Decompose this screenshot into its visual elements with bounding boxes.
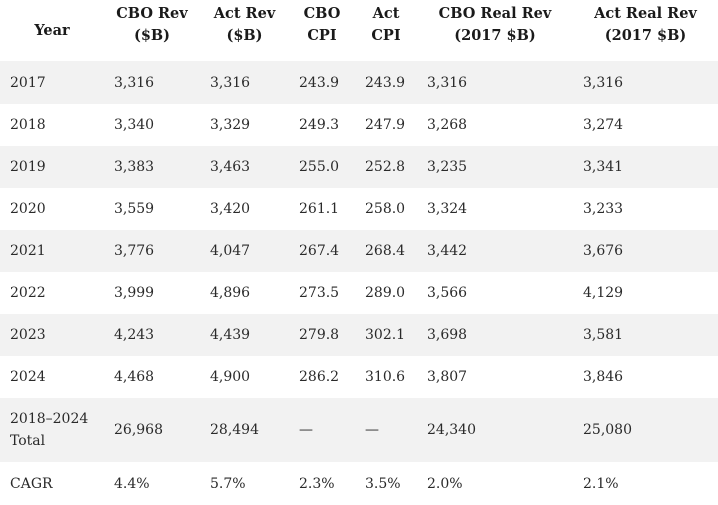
cell-act-cpi: 243.9 — [355, 61, 417, 104]
cell-cbo-rev: 3,316 — [104, 61, 200, 104]
cell-year: 2022 — [10, 285, 46, 301]
cell-act-rev: 4,900 — [210, 369, 251, 385]
cell-cbo-rev: 4.4% — [114, 475, 150, 492]
header-cbo-real-rev: CBO Real Rev (2017 $B) — [438, 5, 552, 44]
header-year: Year — [34, 21, 70, 39]
cell-act-cpi: 289.0 — [365, 285, 406, 301]
header-cbo-rev: CBO Rev ($B) — [116, 5, 188, 44]
cell-cbo-rev: 4,468 — [114, 369, 155, 385]
header-row: Year CBO Rev ($B) Act Rev ($B) CBO CPI A… — [0, 0, 718, 61]
table-row: 2019 3,383 3,463 255.0 252.8 3,235 3,341 — [0, 146, 718, 188]
header-cbo-cpi: CBO CPI — [303, 5, 341, 44]
cell-year: 2018 — [10, 117, 46, 133]
cell-act-rev: 28,494 — [200, 398, 289, 462]
cell-cbo-rev: 26,968 — [104, 398, 200, 462]
cell-cbo-rev: 4,243 — [104, 314, 200, 356]
cell-act-real-rev: 3,316 — [573, 61, 718, 104]
header-act-rev: Act Rev ($B) — [213, 5, 276, 44]
cell-act-real-rev: 3,341 — [573, 146, 718, 188]
cell-act-cpi: 3.5% — [365, 475, 401, 492]
cell-act-rev: 3,329 — [210, 117, 251, 133]
cell-cbo-cpi: 279.8 — [289, 314, 355, 356]
table-row: 2024 4,468 4,900 286.2 310.6 3,807 3,846 — [0, 356, 718, 398]
cell-cbo-cpi: 249.3 — [299, 117, 340, 133]
cell-act-real-rev: 3,846 — [583, 369, 624, 385]
cell-act-rev: 4,439 — [200, 314, 289, 356]
cell-cbo-rev: 3,559 — [114, 201, 155, 217]
cell-act-rev: 4,896 — [210, 285, 251, 301]
cell-act-real-rev: 3,233 — [583, 201, 624, 217]
cell-cbo-cpi: 273.5 — [299, 285, 340, 301]
cell-year: 2017 — [0, 61, 104, 104]
cell-cbo-rev: 3,383 — [104, 146, 200, 188]
cell-cbo-cpi: 243.9 — [289, 61, 355, 104]
cell-act-rev: 4,047 — [200, 230, 289, 272]
cell-cbo-real-rev: 2.0% — [427, 475, 463, 492]
cell-cbo-real-rev: 3,324 — [427, 201, 468, 217]
cell-cbo-cpi: 255.0 — [289, 146, 355, 188]
cell-cbo-rev: 3,776 — [104, 230, 200, 272]
cell-act-real-rev: 4,129 — [583, 285, 624, 301]
table-row: 2022 3,999 4,896 273.5 289.0 3,566 4,129 — [0, 272, 718, 314]
cell-cbo-real-rev: 3,566 — [427, 285, 468, 301]
cell-cbo-real-rev: 3,235 — [417, 146, 573, 188]
cell-cbo-cpi: 286.2 — [299, 369, 340, 385]
cell-act-rev: 5.7% — [210, 475, 246, 492]
cell-act-cpi: 252.8 — [355, 146, 417, 188]
cell-cbo-real-rev: 3,807 — [427, 369, 468, 385]
cell-year: CAGR — [10, 475, 53, 492]
cell-act-cpi: 310.6 — [365, 369, 406, 385]
cell-act-rev: 3,316 — [200, 61, 289, 104]
cell-act-cpi: 258.0 — [365, 201, 406, 217]
cell-act-real-rev: 25,080 — [573, 398, 718, 462]
header-act-real-rev: Act Real Rev (2017 $B) — [594, 5, 697, 44]
cell-year: 2023 — [0, 314, 104, 356]
cell-act-rev: 3,420 — [210, 201, 251, 217]
cell-cbo-real-rev: 24,340 — [417, 398, 573, 462]
table-row: 2021 3,776 4,047 267.4 268.4 3,442 3,676 — [0, 230, 718, 272]
cell-year: 2021 — [0, 230, 104, 272]
cell-cbo-cpi: — — [289, 398, 355, 462]
table-row: 2018–2024 Total 26,968 28,494— —24,340 25,08… — [0, 398, 718, 462]
table-row: CAGR 4.4% 5.7% 2.3% 3.5% 2.0% 2.1% — [0, 462, 718, 505]
cell-cbo-cpi: 261.1 — [299, 201, 340, 217]
cell-act-rev: 3,463 — [200, 146, 289, 188]
cell-act-cpi: 247.9 — [365, 117, 406, 133]
cell-year: 2024 — [10, 369, 46, 385]
cell-year: 2019 — [0, 146, 104, 188]
cell-cbo-real-rev: 3,268 — [427, 117, 468, 133]
cell-year: 2020 — [10, 201, 46, 217]
cell-act-real-rev: 3,581 — [573, 314, 718, 356]
table-row: 2017 3,316 3,316 243.9 243.9 3,316 3,316 — [0, 61, 718, 104]
cell-act-real-rev: 3,676 — [573, 230, 718, 272]
cell-year: 2018–2024 Total — [0, 398, 104, 462]
cell-cbo-real-rev: 3,316 — [417, 61, 573, 104]
cell-act-real-rev: 2.1% — [583, 475, 619, 492]
cell-act-real-rev: 3,274 — [583, 117, 624, 133]
cell-cbo-rev: 3,340 — [114, 117, 155, 133]
table-body: 2017 3,316 3,316 243.9 243.9 3,316 3,316 2018 3,… — [0, 61, 718, 505]
cell-cbo-rev: 3,999 — [114, 285, 155, 301]
header-act-cpi: Act CPI — [371, 5, 401, 44]
cell-cbo-cpi: 267.4 — [289, 230, 355, 272]
table-row: 2020 3,559 3,420 261.1 258.0 3,324 3,233 — [0, 188, 718, 230]
cell-act-cpi: 268.4 — [355, 230, 417, 272]
table-header: Year CBO Rev ($B) Act Rev ($B) CBO CPI A… — [0, 0, 718, 61]
cell-act-cpi: 302.1 — [355, 314, 417, 356]
cell-cbo-real-rev: 3,442 — [417, 230, 573, 272]
table-row: 2018 3,340 3,329 249.3 247.9 3,268 3,274 — [0, 104, 718, 146]
cell-cbo-cpi: 2.3% — [299, 475, 335, 492]
cell-act-cpi: — — [355, 398, 417, 462]
cell-cbo-real-rev: 3,698 — [417, 314, 573, 356]
table-row: 2023 4,243 4,439 279.8 302.1 3,698 3,581 — [0, 314, 718, 356]
